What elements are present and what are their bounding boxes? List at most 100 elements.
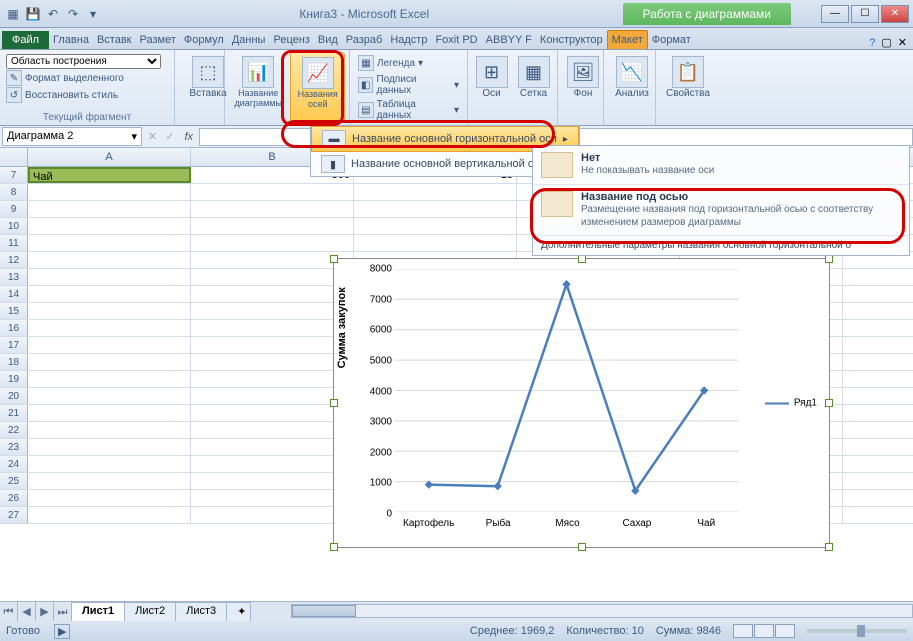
cell[interactable] bbox=[28, 456, 191, 472]
cell[interactable] bbox=[191, 218, 354, 234]
cell[interactable] bbox=[191, 371, 354, 387]
tab-abbyy[interactable]: ABBYY F bbox=[482, 31, 536, 49]
tab-formulas[interactable]: Формул bbox=[180, 31, 228, 49]
resize-handle[interactable] bbox=[330, 399, 338, 407]
row-header[interactable]: 24 bbox=[0, 456, 28, 472]
sheet-tab-1[interactable]: Лист1 bbox=[72, 602, 125, 621]
row-header[interactable]: 22 bbox=[0, 422, 28, 438]
resize-handle[interactable] bbox=[330, 543, 338, 551]
cell[interactable] bbox=[191, 286, 354, 302]
view-page-layout-button[interactable] bbox=[754, 624, 774, 638]
undo-icon[interactable]: ↶ bbox=[44, 5, 62, 23]
help-icon[interactable]: ? bbox=[869, 37, 875, 49]
cell[interactable] bbox=[191, 490, 354, 506]
gridlines-button[interactable]: ▦ Сетка bbox=[514, 52, 553, 123]
cell[interactable] bbox=[191, 456, 354, 472]
cell[interactable] bbox=[28, 337, 191, 353]
cell[interactable] bbox=[191, 235, 354, 251]
cell[interactable] bbox=[28, 184, 191, 200]
maximize-button[interactable]: ☐ bbox=[851, 5, 879, 23]
row-header[interactable]: 7 bbox=[0, 167, 28, 183]
reset-style-button[interactable]: ↺Восстановить стиль bbox=[6, 87, 168, 103]
cell[interactable] bbox=[191, 337, 354, 353]
row-header[interactable]: 12 bbox=[0, 252, 28, 268]
row-header[interactable]: 16 bbox=[0, 320, 28, 336]
data-labels-button[interactable]: ◧Подписи данных ▾ bbox=[356, 73, 461, 97]
tab-view[interactable]: Вид bbox=[314, 31, 342, 49]
row-header[interactable]: 14 bbox=[0, 286, 28, 302]
row-header[interactable]: 8 bbox=[0, 184, 28, 200]
cell[interactable] bbox=[191, 354, 354, 370]
doc-close-icon[interactable]: ✕ bbox=[898, 36, 907, 49]
chart-legend[interactable]: Ряд1 bbox=[765, 398, 817, 409]
enter-icon[interactable]: ✓ bbox=[161, 130, 178, 143]
zoom-slider[interactable] bbox=[807, 629, 907, 633]
tab-insert[interactable]: Вставк bbox=[93, 31, 136, 49]
sheet-tab-2[interactable]: Лист2 bbox=[125, 602, 176, 621]
row-header[interactable]: 18 bbox=[0, 354, 28, 370]
tab-data[interactable]: Данны bbox=[228, 31, 270, 49]
cell[interactable] bbox=[191, 439, 354, 455]
cell[interactable] bbox=[191, 184, 354, 200]
cell[interactable] bbox=[28, 405, 191, 421]
select-all-corner[interactable] bbox=[0, 148, 28, 166]
new-sheet-button[interactable]: ✦ bbox=[227, 602, 251, 621]
redo-icon[interactable]: ↷ bbox=[64, 5, 82, 23]
y-axis-title[interactable]: Сумма закупок bbox=[336, 287, 348, 368]
row-header[interactable]: 15 bbox=[0, 303, 28, 319]
tab-format[interactable]: Формат bbox=[648, 31, 695, 49]
minimize-button[interactable]: — bbox=[821, 5, 849, 23]
tab-design[interactable]: Конструктор bbox=[536, 31, 607, 49]
cell[interactable] bbox=[28, 320, 191, 336]
chart-element-selector[interactable]: Область построения bbox=[6, 54, 161, 69]
plot-area[interactable] bbox=[394, 269, 739, 512]
cell[interactable] bbox=[28, 473, 191, 489]
cell[interactable] bbox=[28, 303, 191, 319]
legend-button[interactable]: ▦Легенда ▾ bbox=[356, 54, 461, 72]
more-axis-title-options[interactable]: Дополнительные параметры названия основн… bbox=[533, 236, 909, 255]
scroll-thumb[interactable] bbox=[292, 605, 356, 617]
horizontal-scrollbar[interactable] bbox=[291, 604, 913, 618]
cell[interactable] bbox=[191, 507, 354, 523]
cell[interactable] bbox=[354, 218, 517, 234]
sheet-nav-prev[interactable]: ◀ bbox=[18, 602, 36, 621]
cell[interactable] bbox=[28, 490, 191, 506]
tab-review[interactable]: Реценз bbox=[269, 31, 313, 49]
cell[interactable] bbox=[354, 201, 517, 217]
format-selection-button[interactable]: ✎Формат выделенного bbox=[6, 70, 168, 86]
namebox-dropdown-icon[interactable]: ▾ bbox=[131, 130, 137, 143]
row-header[interactable]: 10 bbox=[0, 218, 28, 234]
cell[interactable] bbox=[191, 405, 354, 421]
chart-title-button[interactable]: 📊 Название диаграммы bbox=[229, 52, 287, 123]
cell[interactable] bbox=[28, 354, 191, 370]
row-header[interactable]: 19 bbox=[0, 371, 28, 387]
sheet-nav-first[interactable]: ⏮ bbox=[0, 602, 18, 621]
view-page-break-button[interactable] bbox=[775, 624, 795, 638]
cell[interactable] bbox=[191, 473, 354, 489]
row-header[interactable]: 13 bbox=[0, 269, 28, 285]
embedded-chart[interactable]: Сумма закупок Ряд1 010002000300040005000… bbox=[333, 258, 830, 548]
cell[interactable] bbox=[354, 235, 517, 251]
sheet-nav-next[interactable]: ▶ bbox=[36, 602, 54, 621]
col-header-a[interactable]: A bbox=[28, 148, 191, 166]
close-button[interactable]: ✕ bbox=[881, 5, 909, 23]
save-icon[interactable]: 💾 bbox=[24, 5, 42, 23]
macro-icon[interactable]: ▶ bbox=[54, 624, 70, 639]
resize-handle[interactable] bbox=[825, 543, 833, 551]
cell[interactable] bbox=[354, 184, 517, 200]
resize-handle[interactable] bbox=[578, 255, 586, 263]
cell[interactable] bbox=[28, 201, 191, 217]
axis-titles-button[interactable]: 📈 Названия осей bbox=[290, 52, 345, 123]
tab-file[interactable]: Файл bbox=[2, 31, 49, 49]
row-header[interactable]: 21 bbox=[0, 405, 28, 421]
row-header[interactable]: 26 bbox=[0, 490, 28, 506]
row-header[interactable]: 11 bbox=[0, 235, 28, 251]
cell[interactable] bbox=[191, 303, 354, 319]
cell[interactable] bbox=[28, 286, 191, 302]
tab-layout[interactable]: Размет bbox=[136, 31, 180, 49]
analysis-button[interactable]: 📉 Анализ bbox=[608, 52, 656, 99]
view-normal-button[interactable] bbox=[733, 624, 753, 638]
tab-foxit[interactable]: Foxit PD bbox=[431, 31, 481, 49]
row-header[interactable]: 20 bbox=[0, 388, 28, 404]
row-header[interactable]: 9 bbox=[0, 201, 28, 217]
